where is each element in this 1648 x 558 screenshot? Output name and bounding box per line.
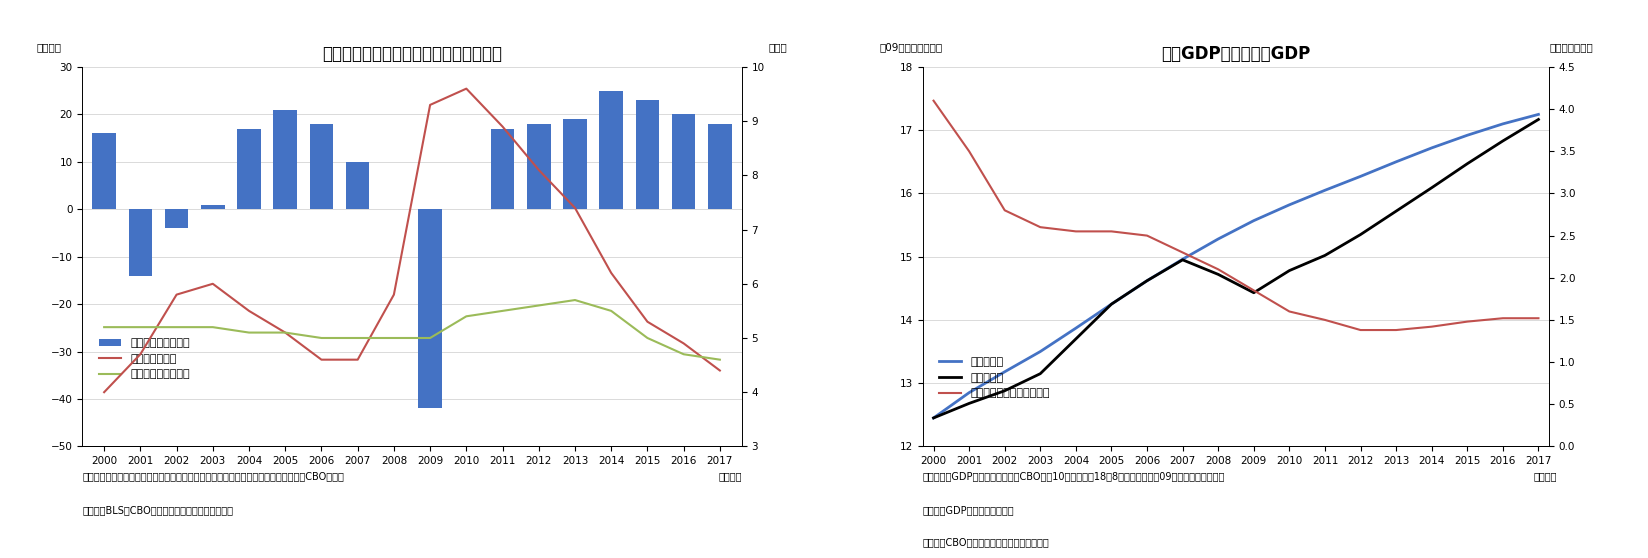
Bar <box>201 204 224 209</box>
Bar <box>636 100 659 209</box>
Legend: 非農業部門雇用者数, 失業率（右軸）, 自然失業率（右軸）: 非農業部門雇用者数, 失業率（右軸）, 自然失業率（右軸） <box>94 334 194 384</box>
Bar <box>564 119 587 209</box>
Bar <box>709 124 732 209</box>
Title: 非農業部門雇用者数および失業率の推移: 非農業部門雇用者数および失業率の推移 <box>321 45 503 62</box>
Bar <box>92 133 115 209</box>
Text: （％）: （％） <box>770 42 788 52</box>
Text: （注）非農業部門雇用者数は、雇用統計事業所調査の月間平均増減数。自然失業率はCBO試算。: （注）非農業部門雇用者数は、雇用統計事業所調査の月間平均増減数。自然失業率はCB… <box>82 472 344 482</box>
Bar <box>672 114 695 209</box>
Legend: 潜在ＧＤＰ, 実績ＧＤＰ, 潜在ＧＤＰ成長率（右軸）: 潜在ＧＤＰ, 実績ＧＤＰ, 潜在ＧＤＰ成長率（右軸） <box>934 353 1055 403</box>
Text: （万人）: （万人） <box>36 42 61 52</box>
Text: （資料）BLS、CBOよりニッセイ基礎研究所作成。: （資料）BLS、CBOよりニッセイ基礎研究所作成。 <box>82 505 234 515</box>
Bar <box>600 90 623 209</box>
Text: （年次）: （年次） <box>719 472 742 482</box>
Bar <box>419 209 442 408</box>
Bar <box>165 209 188 228</box>
Bar <box>527 124 550 209</box>
Bar <box>310 124 333 209</box>
Bar <box>274 109 297 209</box>
Text: （資料）CBOよりニッセイ基礎研究所作成。: （資料）CBOよりニッセイ基礎研究所作成。 <box>923 537 1050 547</box>
Text: （09年基準兆ドル）: （09年基準兆ドル） <box>878 42 943 52</box>
Bar <box>129 209 152 276</box>
Bar <box>491 128 514 209</box>
Text: （前年比、％）: （前年比、％） <box>1549 42 1594 52</box>
Bar <box>346 162 369 209</box>
Text: 潜在GDP成長率は前年比。: 潜在GDP成長率は前年比。 <box>923 505 1015 515</box>
Text: （年次）: （年次） <box>1534 472 1557 482</box>
Text: （注）潜在GDPは、議会予算局（CBO）の10年見通し（18年8月）での試算、09年基準実質ペース。: （注）潜在GDPは、議会予算局（CBO）の10年見通し（18年8月）での試算、0… <box>923 472 1224 482</box>
Title: 潜在GDPおよび実績GDP: 潜在GDPおよび実績GDP <box>1162 45 1310 62</box>
Bar <box>237 128 260 209</box>
